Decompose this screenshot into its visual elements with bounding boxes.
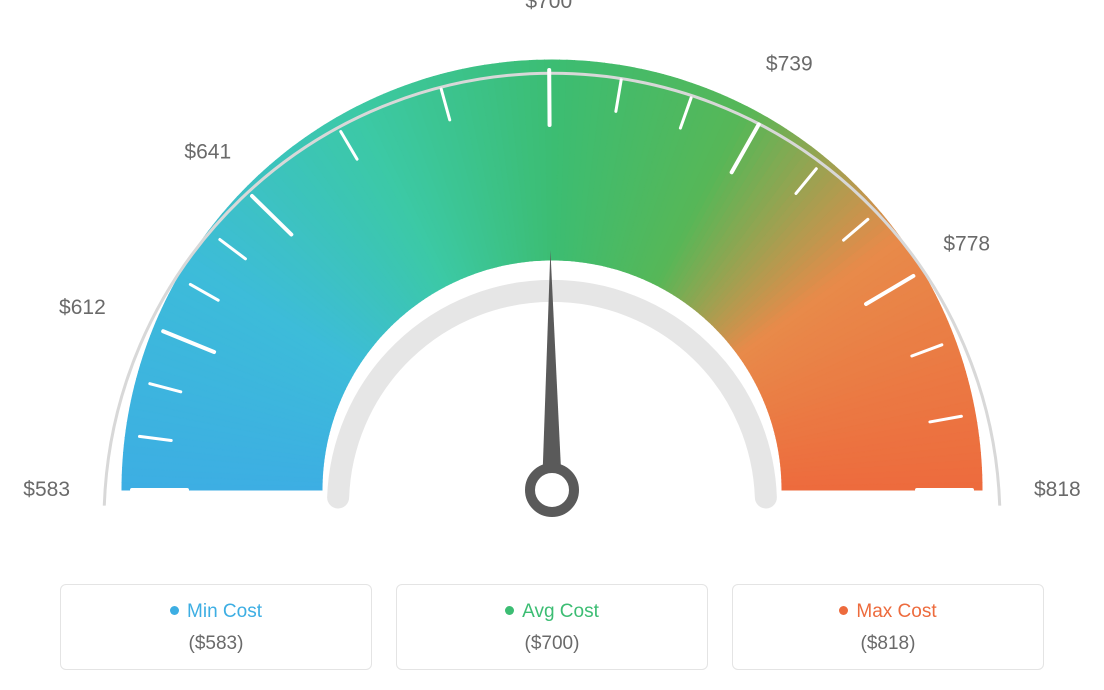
- svg-text:$778: $778: [943, 232, 990, 255]
- legend-card-max: Max Cost ($818): [732, 584, 1044, 670]
- svg-text:$641: $641: [184, 141, 231, 164]
- legend-title-max: Max Cost: [733, 601, 1043, 623]
- dot-icon: [839, 606, 848, 615]
- legend-value-max: ($818): [733, 633, 1043, 655]
- svg-text:$583: $583: [23, 478, 70, 501]
- gauge-needle-hub: [530, 468, 574, 512]
- gauge-chart: $583 $612 $641 $700 $739 $778 $818: [0, 0, 1104, 560]
- legend-card-avg: Avg Cost ($700): [396, 584, 708, 670]
- dot-icon: [505, 606, 514, 615]
- legend-title-avg: Avg Cost: [397, 601, 707, 623]
- svg-text:$612: $612: [59, 296, 106, 319]
- svg-text:$700: $700: [525, 0, 572, 13]
- cost-gauge-widget: $583 $612 $641 $700 $739 $778 $818 Min Cost ($…: [0, 0, 1104, 690]
- dot-icon: [170, 606, 179, 615]
- legend-row: Min Cost ($583) Avg Cost ($700) Max Cost…: [0, 584, 1104, 670]
- svg-text:$739: $739: [766, 52, 813, 75]
- legend-value-avg: ($700): [397, 633, 707, 655]
- legend-label-min: Min Cost: [187, 601, 262, 622]
- legend-title-min: Min Cost: [61, 601, 371, 623]
- legend-label-avg: Avg Cost: [522, 601, 599, 622]
- legend-value-min: ($583): [61, 633, 371, 655]
- legend-label-max: Max Cost: [856, 601, 936, 622]
- legend-card-min: Min Cost ($583): [60, 584, 372, 670]
- svg-text:$818: $818: [1034, 478, 1081, 501]
